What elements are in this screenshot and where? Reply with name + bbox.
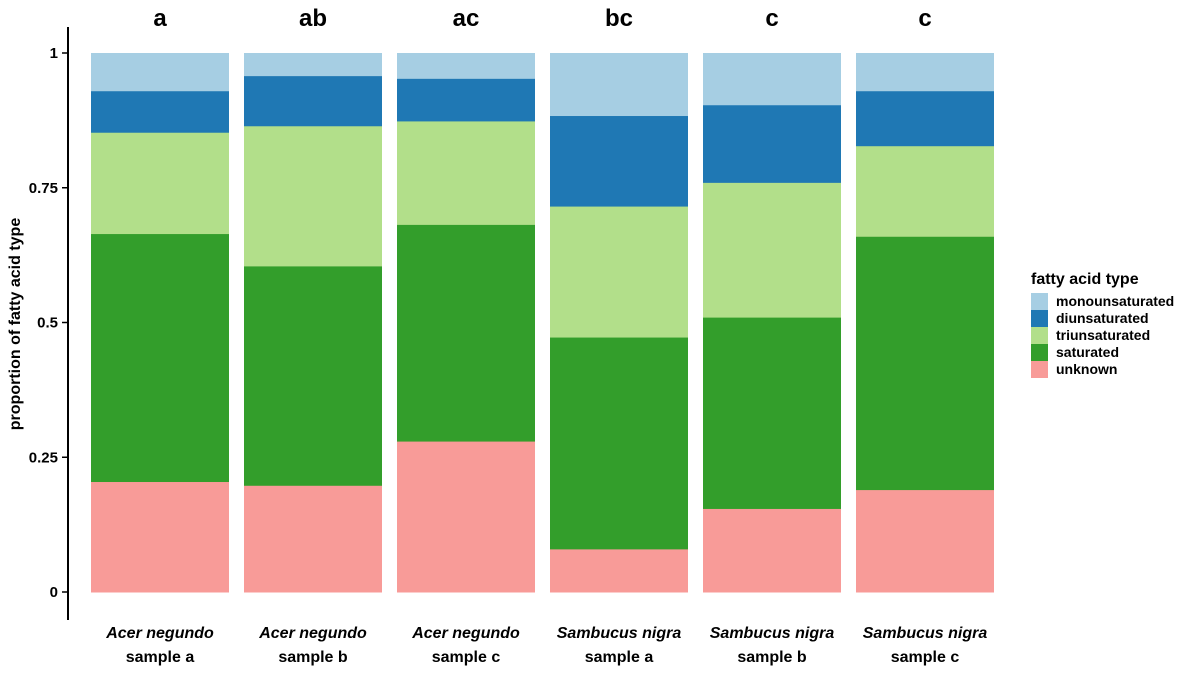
bar-segment-diunsaturated bbox=[91, 90, 229, 133]
y-tick-label: 0 bbox=[50, 584, 58, 601]
significance-label: ab bbox=[299, 5, 327, 32]
bar-segment-diunsaturated bbox=[397, 78, 535, 122]
legend-label-monounsaturated: monounsaturated bbox=[1056, 293, 1174, 309]
bar-segment-monounsaturated bbox=[703, 53, 841, 106]
y-axis-label: proportion of fatty acid type bbox=[7, 218, 24, 431]
bar-stack bbox=[244, 53, 382, 593]
bar-segment-monounsaturated bbox=[550, 53, 688, 117]
x-label-species: Acer negundo bbox=[105, 625, 214, 642]
legend-swatch-monounsaturated bbox=[1031, 293, 1048, 310]
bar-segment-saturated bbox=[703, 317, 841, 509]
bar-stack bbox=[856, 53, 994, 593]
bar-segment-diunsaturated bbox=[703, 104, 841, 183]
bar-segment-saturated bbox=[244, 265, 382, 486]
x-label-sample: sample a bbox=[585, 649, 654, 666]
y-tick-label: 0.5 bbox=[37, 315, 58, 332]
x-label-sample: sample c bbox=[432, 649, 501, 666]
legend-swatch-unknown bbox=[1031, 361, 1048, 378]
bar-segment-diunsaturated bbox=[550, 115, 688, 207]
bar-segment-triunsaturated bbox=[703, 182, 841, 318]
legend-label-unknown: unknown bbox=[1056, 361, 1117, 377]
significance-label: bc bbox=[605, 5, 633, 32]
bar-segment-triunsaturated bbox=[550, 206, 688, 338]
bar-segment-monounsaturated bbox=[397, 53, 535, 79]
bar-segment-saturated bbox=[550, 337, 688, 550]
bar-stack bbox=[550, 53, 688, 593]
significance-label: c bbox=[765, 5, 778, 32]
bar-segment-saturated bbox=[397, 224, 535, 442]
bar-segment-monounsaturated bbox=[856, 53, 994, 92]
bar-segment-unknown bbox=[703, 508, 841, 593]
bar-segment-monounsaturated bbox=[91, 53, 229, 92]
x-label-species: Sambucus nigra bbox=[710, 625, 835, 642]
bar-segment-diunsaturated bbox=[244, 75, 382, 127]
x-label-sample: sample b bbox=[737, 649, 807, 666]
legend-swatch-saturated bbox=[1031, 344, 1048, 361]
bar-segment-unknown bbox=[244, 485, 382, 593]
legend-label-diunsaturated: diunsaturated bbox=[1056, 310, 1149, 326]
legend-swatch-diunsaturated bbox=[1031, 310, 1048, 327]
legend-label-triunsaturated: triunsaturated bbox=[1056, 327, 1150, 343]
x-label-sample: sample c bbox=[891, 649, 960, 666]
bar-segment-monounsaturated bbox=[244, 53, 382, 77]
bar-segment-triunsaturated bbox=[397, 120, 535, 225]
x-axis-labels: Acer negundo sample a Acer negundo sample b… bbox=[105, 625, 987, 666]
y-tick-label: 1 bbox=[50, 45, 58, 62]
bar-stack bbox=[397, 53, 535, 593]
significance-labels: a ab ac bc c c bbox=[153, 5, 931, 32]
legend-title: fatty acid type bbox=[1031, 271, 1139, 288]
significance-label: a bbox=[153, 5, 167, 32]
significance-label: ac bbox=[453, 5, 480, 32]
bar-segment-saturated bbox=[91, 233, 229, 483]
legend-swatch-triunsaturated bbox=[1031, 327, 1048, 344]
x-label-species: Sambucus nigra bbox=[863, 625, 988, 642]
bar-segment-triunsaturated bbox=[856, 145, 994, 237]
x-label-species: Acer negundo bbox=[411, 625, 520, 642]
bar-segment-unknown bbox=[550, 548, 688, 593]
y-axis: 0 0.25 0.5 0.75 1 bbox=[29, 27, 69, 620]
bar-segment-diunsaturated bbox=[856, 90, 994, 147]
bar-segment-triunsaturated bbox=[91, 132, 229, 235]
bar-stack bbox=[91, 53, 229, 593]
bar-stack bbox=[703, 53, 841, 593]
y-tick-label: 0.75 bbox=[29, 180, 58, 197]
significance-label: c bbox=[918, 5, 931, 32]
bar-segment-unknown bbox=[397, 441, 535, 593]
x-label-sample: sample a bbox=[126, 649, 195, 666]
x-label-sample: sample b bbox=[278, 649, 348, 666]
bar-segment-triunsaturated bbox=[244, 125, 382, 267]
bar-segment-unknown bbox=[91, 481, 229, 593]
x-label-species: Sambucus nigra bbox=[557, 625, 682, 642]
legend: fatty acid type monounsaturateddiunsatur… bbox=[1031, 271, 1174, 378]
x-label-species: Acer negundo bbox=[258, 625, 367, 642]
bar-segment-unknown bbox=[856, 489, 994, 593]
bar-segment-saturated bbox=[856, 236, 994, 491]
y-tick-label: 0.25 bbox=[29, 449, 58, 466]
bars bbox=[91, 53, 994, 593]
legend-label-saturated: saturated bbox=[1056, 344, 1119, 360]
